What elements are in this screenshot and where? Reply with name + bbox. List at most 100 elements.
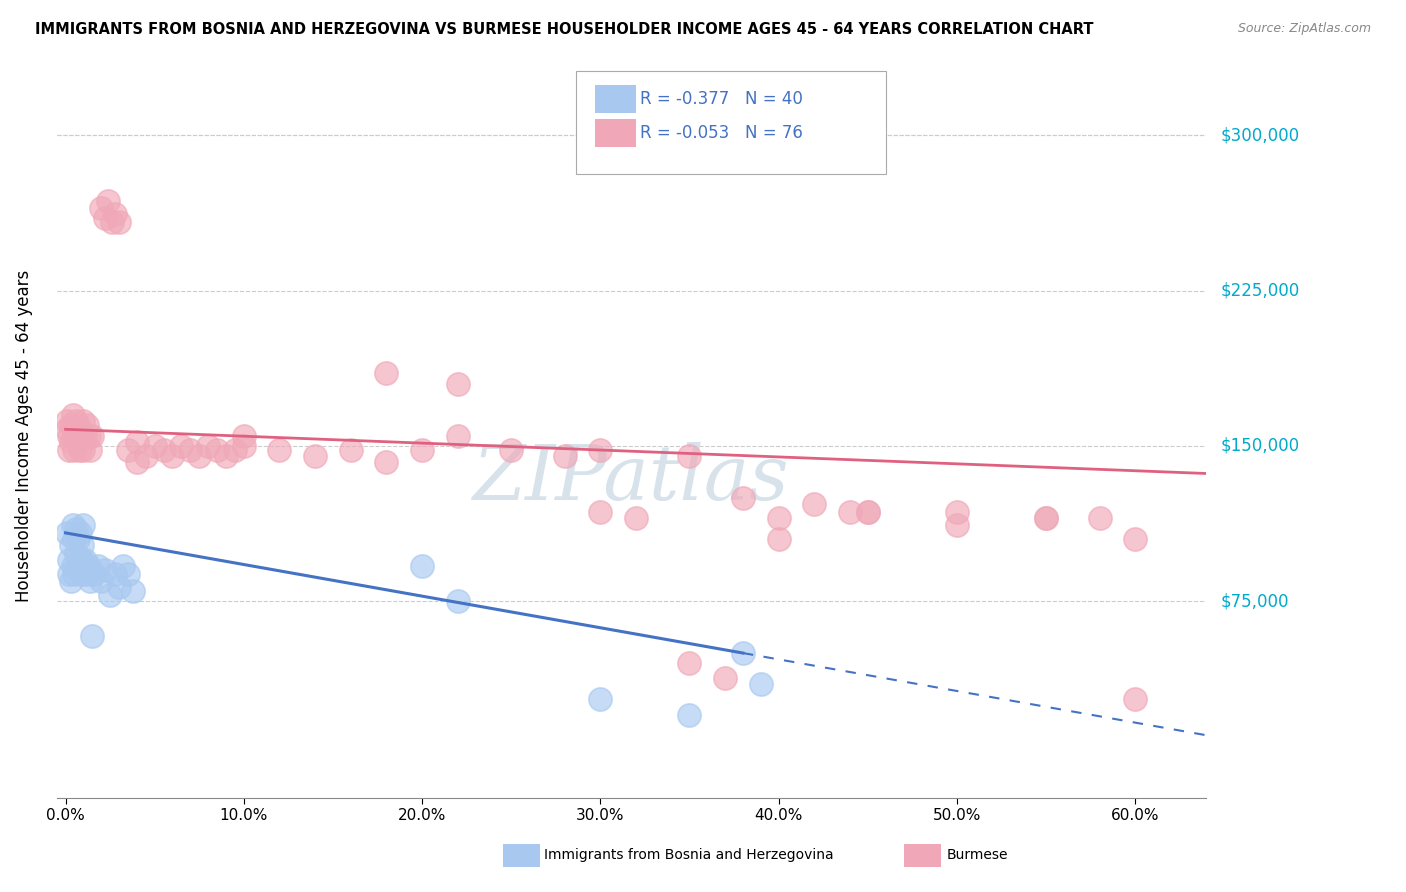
Point: [65, 414, 87, 428]
Point: [58, 428, 80, 442]
Point: [946, 505, 969, 519]
Point: [72, 517, 94, 532]
Point: [269, 443, 291, 458]
Point: [83, 567, 105, 582]
Point: [66, 434, 89, 449]
Point: [77, 559, 100, 574]
Point: [97, 194, 120, 209]
Point: [232, 439, 254, 453]
Text: $150,000: $150,000: [1220, 437, 1299, 455]
Point: [678, 657, 700, 671]
Point: [768, 511, 790, 525]
Point: [162, 449, 184, 463]
Point: [411, 443, 433, 458]
Text: Immigrants from Bosnia and Herzegovina: Immigrants from Bosnia and Herzegovina: [544, 847, 834, 862]
Point: [69, 443, 91, 458]
Point: [58, 443, 80, 458]
Point: [58, 553, 80, 567]
Point: [59, 434, 82, 449]
Point: [93, 211, 115, 225]
Point: [76, 418, 98, 433]
Point: [749, 677, 772, 691]
Point: [93, 563, 115, 577]
Point: [1088, 511, 1111, 525]
Point: [375, 455, 398, 469]
Point: [117, 443, 139, 458]
Point: [65, 428, 87, 442]
Point: [108, 215, 131, 229]
Point: [447, 428, 470, 442]
Point: [188, 449, 211, 463]
Point: [62, 517, 84, 532]
Point: [447, 594, 470, 608]
Text: R = -0.053   N = 76: R = -0.053 N = 76: [640, 124, 803, 142]
Point: [101, 215, 124, 229]
Point: [70, 428, 93, 442]
Point: [65, 547, 87, 561]
Point: [90, 201, 112, 215]
Point: [152, 443, 174, 458]
Point: [589, 505, 612, 519]
Point: [69, 422, 91, 436]
Point: [838, 505, 860, 519]
Point: [946, 517, 969, 532]
Point: [75, 553, 97, 567]
Point: [856, 505, 879, 519]
Point: [66, 557, 89, 571]
Point: [179, 443, 201, 458]
Point: [82, 428, 104, 442]
Text: $225,000: $225,000: [1220, 282, 1299, 300]
Point: [447, 376, 470, 391]
Text: IMMIGRANTS FROM BOSNIA AND HERZEGOVINA VS BURMESE HOUSEHOLDER INCOME AGES 45 - 6: IMMIGRANTS FROM BOSNIA AND HERZEGOVINA V…: [35, 22, 1094, 37]
Point: [624, 511, 647, 525]
Text: $75,000: $75,000: [1220, 592, 1289, 610]
Point: [104, 207, 127, 221]
Point: [63, 443, 86, 458]
Point: [197, 439, 219, 453]
Point: [554, 449, 576, 463]
Point: [69, 525, 91, 540]
Point: [108, 580, 131, 594]
Point: [58, 567, 80, 582]
Point: [59, 418, 82, 433]
Point: [232, 428, 254, 442]
Point: [69, 563, 91, 577]
Point: [66, 418, 89, 433]
Point: [104, 567, 127, 582]
Point: [63, 428, 86, 442]
Point: [339, 443, 361, 458]
Point: [90, 574, 112, 588]
Point: [411, 559, 433, 574]
Point: [589, 691, 612, 706]
Point: [1035, 511, 1057, 525]
Point: [111, 559, 134, 574]
Point: [768, 532, 790, 546]
Point: [856, 505, 879, 519]
Point: [589, 443, 612, 458]
Text: ZIPatlas: ZIPatlas: [474, 442, 790, 516]
Point: [224, 443, 246, 458]
Point: [170, 439, 193, 453]
Point: [79, 443, 101, 458]
Point: [62, 408, 84, 422]
Text: R = -0.377   N = 40: R = -0.377 N = 40: [640, 90, 803, 108]
Point: [62, 422, 84, 436]
Point: [731, 491, 754, 505]
Point: [205, 443, 228, 458]
Point: [714, 671, 737, 685]
Point: [1035, 511, 1057, 525]
Point: [70, 538, 93, 552]
Point: [1123, 691, 1146, 706]
Point: [72, 414, 94, 428]
Point: [122, 583, 145, 598]
Point: [803, 497, 825, 511]
Point: [501, 443, 523, 458]
Point: [66, 532, 89, 546]
Point: [98, 588, 121, 602]
Point: [117, 567, 139, 582]
Point: [65, 522, 87, 536]
Point: [77, 428, 100, 442]
Point: [82, 630, 104, 644]
Point: [59, 574, 82, 588]
Point: [62, 559, 84, 574]
